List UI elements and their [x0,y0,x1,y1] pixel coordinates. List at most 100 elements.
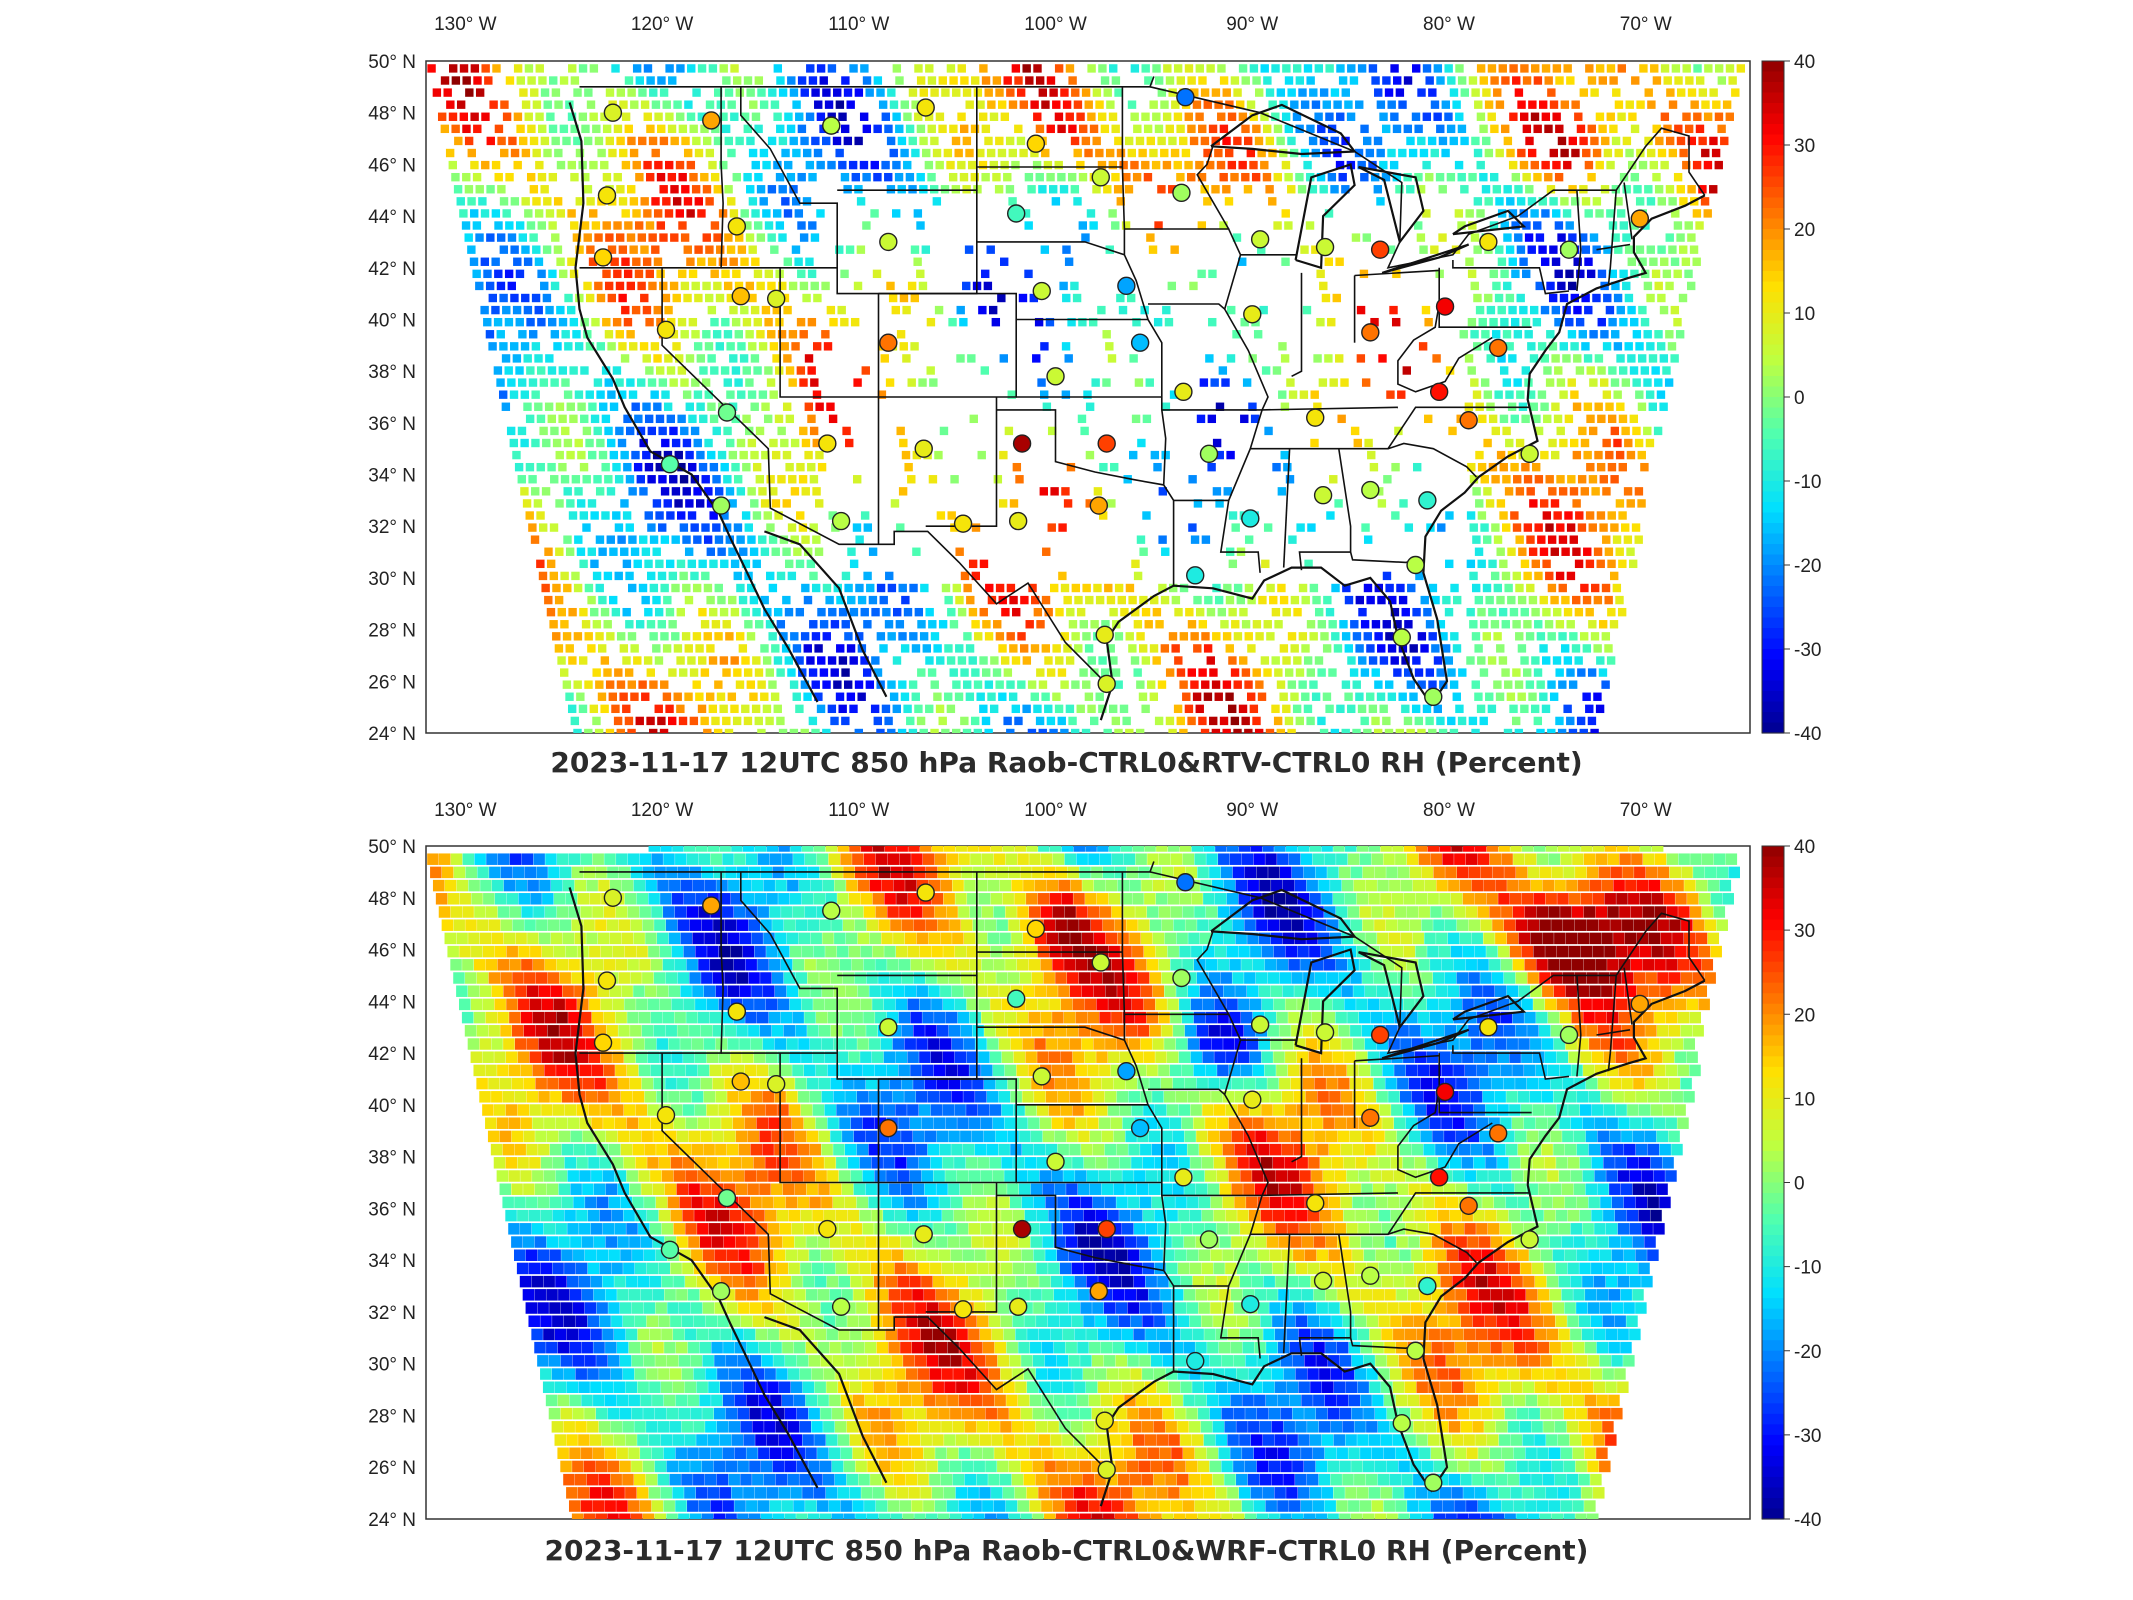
rh-cell [982,1447,994,1459]
rh-cell [705,245,714,254]
rh-cell [1239,607,1248,617]
rh-cell [1585,64,1594,73]
rh-cell [1085,595,1094,605]
rh-cell [877,390,887,399]
rh-cell [781,1394,794,1407]
colorbar-tick-label: -40 [1794,724,1821,745]
rh-cell [746,680,756,689]
rh-cell [514,462,524,472]
rh-cell [1466,1500,1478,1512]
rh-cell [681,632,691,641]
rh-cell [591,317,600,327]
rh-cell [620,547,629,556]
rh-cell [583,1513,596,1519]
rh-cell [847,52,855,60]
rh-cell [1171,644,1180,653]
rh-cell [1413,1421,1425,1433]
rh-cell [1470,378,1479,387]
rh-cell [1474,52,1482,60]
rh-cell [607,245,617,254]
rh-cell [1158,583,1167,593]
rh-cell [645,317,654,327]
rh-cell [595,1407,608,1420]
rh-cell [1088,1447,1101,1459]
rh-cell [618,293,627,303]
rh-cell [1310,390,1319,399]
rh-cell [682,535,691,544]
rh-cell [673,692,682,701]
rh-cell [946,64,956,73]
rh-cell [1357,1381,1369,1393]
rh-cell [1046,124,1055,134]
rh-cell [1587,1460,1599,1473]
lat-tick-label: 46° N [368,155,416,176]
rh-cell [1668,100,1678,109]
rh-cell [494,172,503,182]
rh-cell [784,1513,796,1519]
rh-cell [470,160,479,170]
rh-cell [1608,269,1617,279]
rh-cell [607,1460,620,1473]
rh-cell [1444,64,1453,73]
rh-cell [811,632,821,641]
rh-cell [811,680,820,689]
rh-cell [1215,450,1224,460]
rh-cell [646,172,655,182]
rh-cell [807,1513,820,1519]
rh-cell [1117,595,1126,605]
rh-cell [1626,450,1636,460]
rh-cell [1306,1473,1319,1486]
rh-cell [876,1447,888,1459]
rh-cell [738,595,748,605]
rh-cell [573,728,582,733]
rh-cell [984,88,993,97]
rh-cell [1530,112,1540,121]
rh-cell [1569,438,1579,448]
rh-cell [1218,1394,1231,1407]
colorbar-tick-label: 20 [1794,220,1815,241]
rh-cell [737,390,746,399]
rh-cell [1334,52,1342,60]
rh-cell [693,1368,705,1380]
rh-cell [1490,620,1500,629]
rh-cell [705,100,715,109]
rh-cell [1487,64,1497,73]
rh-cell [631,450,640,460]
rh-cell [1146,233,1155,242]
rh-cell [678,221,687,230]
rh-cell [1493,632,1502,641]
rh-cell [936,656,945,665]
rh-cell [748,197,758,206]
rh-cell [916,269,925,279]
rh-cell [853,281,863,291]
rh-cell [1440,1381,1452,1393]
rh-cell [1651,366,1660,375]
rh-cell [723,281,733,291]
rh-cell [726,342,735,351]
rh-cell [1379,704,1388,714]
rh-cell [494,124,504,134]
rh-cell [782,450,792,460]
rh-cell [944,1381,956,1393]
rh-cell [1298,1381,1310,1393]
rh-cell [785,366,795,375]
rh-cell [680,281,690,291]
rh-cell [690,571,699,581]
rh-cell [607,390,616,399]
rh-cell [984,680,994,689]
rh-cell [684,1487,696,1499]
rh-cell [896,330,906,339]
rh-cell [968,607,978,617]
rh-cell [1203,197,1212,206]
rh-cell [722,620,731,629]
rh-cell [650,390,659,399]
rh-cell [669,281,679,291]
rh-cell [1495,197,1504,206]
rh-cell [805,257,814,266]
rh-cell [1254,136,1264,146]
rh-cell [1506,692,1516,701]
rh-cell [500,148,509,158]
rh-cell [1590,1473,1602,1486]
rh-cell [788,475,797,484]
rh-cell [1682,160,1691,170]
